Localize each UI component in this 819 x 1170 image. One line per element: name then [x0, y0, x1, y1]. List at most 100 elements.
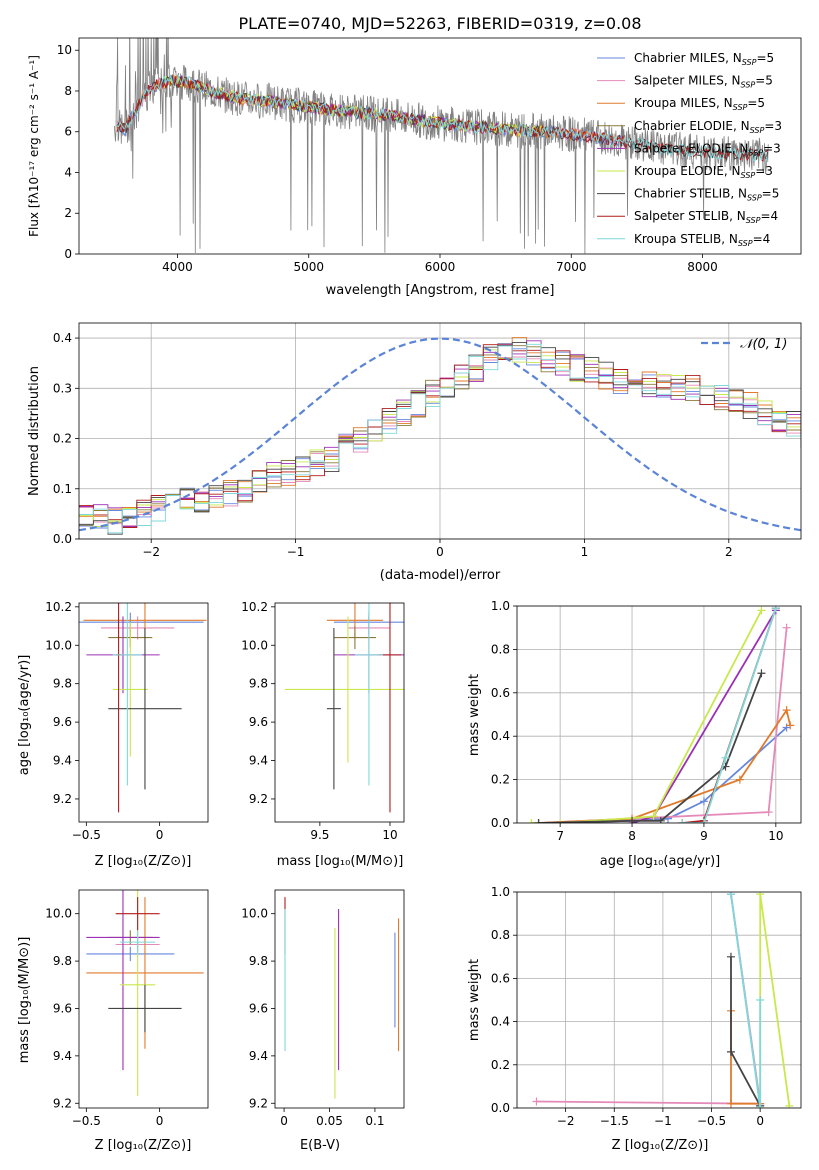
hist-step-salpeter-stelib — [79, 344, 801, 528]
weight-line-kroupa-miles — [538, 707, 792, 823]
hist-step-kroupa-stelib — [79, 343, 801, 534]
weight-marker — [556, 819, 565, 823]
y-tick-label: 9.6 — [249, 1001, 268, 1015]
spectrum-xlabel: wavelength [Angstrom, rest frame] — [326, 283, 555, 298]
legend-nssp: =4 — [753, 232, 771, 246]
legend-label: Kroupa ELODIE, NSSP=3 — [634, 164, 773, 180]
x-tick-label: 0.05 — [316, 1114, 343, 1128]
weight-marker — [757, 669, 766, 678]
massebv-plot — [284, 897, 400, 1099]
weight-marker — [756, 1104, 765, 1108]
legend-nssp: =3 — [755, 164, 773, 178]
weight-marker — [721, 753, 730, 762]
mass-z-ylabel: mass [log₁₀(M/M⊙)] — [17, 937, 32, 1064]
y-tick-label: 9.4 — [249, 754, 268, 768]
legend-nssp: =5 — [762, 187, 780, 201]
y-tick-label: 9.4 — [53, 754, 72, 768]
x-tick-label: −0.5 — [72, 1114, 101, 1128]
y-tick-label: 10.0 — [241, 907, 268, 921]
age-z-ylabel: age [log₁₀(age/yr)] — [17, 655, 32, 776]
weight-marker — [726, 892, 735, 899]
y-tick-label: 0.4 — [491, 729, 510, 743]
y-tick-label: 9.2 — [249, 792, 268, 806]
figure-title: PLATE=0740, MJD=52263, FIBERID=0319, z=0… — [238, 14, 641, 33]
y-tick-label: 0.0 — [491, 816, 510, 830]
legend-label: Kroupa MILES, NSSP=5 — [634, 96, 765, 112]
weightz-frame — [516, 891, 802, 1109]
y-tick-label: 0.8 — [491, 928, 510, 942]
legend-subscript: SSP — [746, 216, 761, 225]
spectrum-ylabel: Flux [fλ10⁻¹⁷ erg cm⁻² s⁻¹ A⁻¹] — [27, 55, 41, 237]
y-tick-label: 10.0 — [241, 638, 268, 652]
legend-label: Kroupa STELIB, NSSP=4 — [634, 232, 770, 248]
spectrum-model-kroupa-stelib — [116, 73, 769, 163]
spectrum-panel: Flux [fλ10⁻¹⁷ erg cm⁻² s⁻¹ A⁻¹] waveleng… — [27, 55, 554, 298]
residual-frame — [78, 322, 802, 540]
weight-marker — [756, 892, 765, 899]
legend-label: Chabrier STELIB, NSSP=5 — [634, 187, 779, 203]
legend-nssp: =5 — [747, 96, 765, 110]
weight-line-chabrier-miles — [538, 726, 788, 823]
y-tick-label: 0.4 — [53, 331, 72, 345]
y-tick-label: 9.2 — [249, 1096, 268, 1110]
legend-subscript: SSP — [738, 239, 753, 248]
legend-nssp: =3 — [763, 141, 781, 155]
weight-marker — [663, 814, 672, 823]
weight-marker — [786, 721, 795, 730]
legend-subscript: SSP — [741, 171, 756, 180]
weight-z-ylabel: mass weight — [467, 959, 482, 1041]
weight-age-xlabel: age [log₁₀(age/yr)] — [600, 854, 721, 869]
legend-label: Salpeter STELIB, NSSP=4 — [634, 209, 778, 225]
y-tick-label: 9.4 — [249, 1049, 268, 1063]
y-tick-label: 4 — [64, 165, 72, 179]
y-tick-label: 0.2 — [491, 773, 510, 787]
weight-marker — [699, 797, 708, 806]
y-tick-label: 0.6 — [491, 971, 510, 985]
legend-nssp: =5 — [756, 51, 774, 65]
agez-frame — [78, 602, 209, 823]
weight-marker — [726, 952, 735, 961]
y-tick-label: 9.4 — [53, 1049, 72, 1063]
massz-plot — [86, 890, 204, 1097]
agemass-plot — [284, 603, 404, 813]
legend-nssp: =5 — [755, 74, 773, 88]
x-tick-label: 8 — [628, 829, 636, 843]
weight-marker — [649, 812, 658, 821]
legend-subscript: SSP — [748, 148, 763, 157]
y-tick-label: 9.2 — [53, 1096, 72, 1110]
weight-marker — [678, 819, 687, 823]
weight-marker — [532, 1097, 541, 1106]
y-tick-label: 0.4 — [491, 1015, 510, 1029]
weightage-plot — [517, 606, 801, 823]
weightage-frame — [516, 605, 802, 824]
y-tick-label: 0.2 — [53, 432, 72, 446]
age-mass-xlabel: mass [log₁₀(M/M⊙)] — [277, 854, 404, 869]
y-tick-label: 6 — [64, 125, 72, 139]
y-tick-label: 9.6 — [249, 715, 268, 729]
x-tick-label: 10 — [382, 828, 397, 842]
y-tick-label: 9.8 — [53, 677, 72, 691]
weight-line-salpeter-miles — [536, 894, 762, 1105]
hist-step-salpeter-miles — [79, 356, 801, 527]
agemass-frame — [274, 602, 405, 823]
normal-legend-label: 𝒩(0, 1) — [740, 337, 787, 352]
x-tick-label: −0.5 — [697, 1114, 726, 1128]
y-tick-label: 9.8 — [53, 954, 72, 968]
spectrum-plot — [114, 38, 769, 254]
weight-marker — [764, 808, 773, 817]
age-mass-panel: mass [log₁₀(M/M⊙)] — [277, 854, 404, 869]
weight-z-xlabel: Z [log₁₀(Z/Z⊙)] — [612, 1138, 709, 1153]
weight-line-salpeter-miles — [538, 627, 788, 823]
spectrum-frame — [78, 37, 802, 255]
legend-subscript: SSP — [733, 103, 748, 112]
weight-marker — [756, 996, 765, 1004]
y-tick-label: 0.1 — [53, 482, 72, 496]
residual-panel: Normed distribution (data-model)/error — [27, 366, 501, 583]
normal-curve — [79, 337, 801, 532]
x-tick-label: −1.5 — [600, 1114, 629, 1128]
weight-marker — [628, 816, 637, 823]
y-tick-label: 0.0 — [491, 1101, 510, 1115]
agez-plot — [79, 603, 207, 813]
x-tick-label: 0 — [156, 828, 164, 842]
weight-z-panel: mass weight Z [log₁₀(Z/Z⊙)] — [467, 959, 708, 1153]
